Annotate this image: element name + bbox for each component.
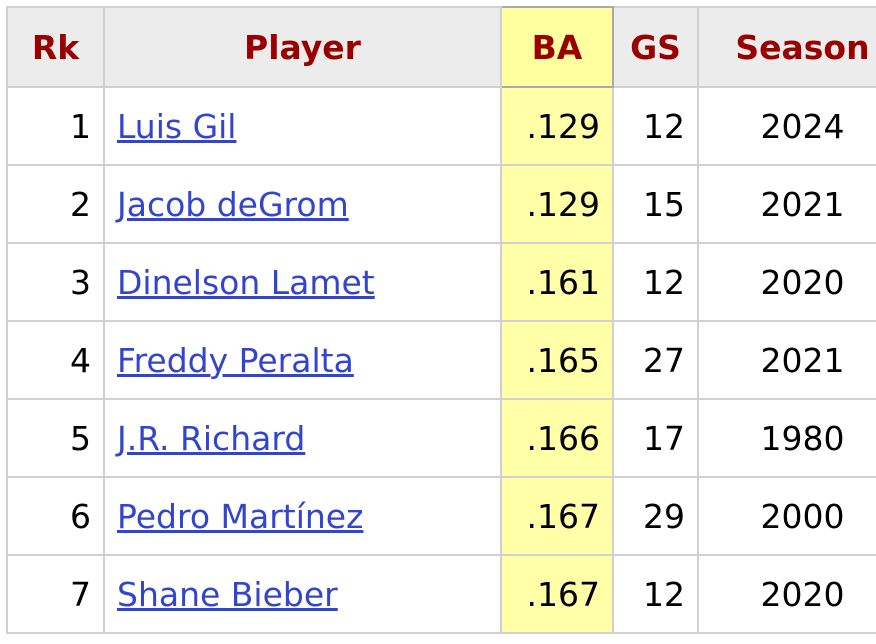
batting-average-cell: .129 (500, 164, 614, 244)
table-row: 3 Dinelson Lamet .161 12 2020 (6, 242, 876, 322)
rank-cell: 1 (6, 86, 105, 166)
season-cell: 2000 (697, 476, 876, 556)
rank-cell: 6 (6, 476, 105, 556)
player-link[interactable]: Pedro Martínez (117, 496, 364, 536)
player-link[interactable]: Luis Gil (117, 106, 237, 146)
player-link[interactable]: J.R. Richard (117, 418, 306, 458)
cell: J.R. Richard (103, 398, 502, 478)
games-started-cell: 17 (612, 398, 699, 478)
rank-cell: 4 (6, 320, 105, 400)
season-cell: 2020 (697, 554, 876, 634)
batting-average-cell: .167 (500, 554, 614, 634)
header-row: Rk Player BA GS Season (6, 6, 876, 88)
season-cell: 2021 (697, 320, 876, 400)
batting-average-cell: .129 (500, 86, 614, 166)
table-row: 5 J.R. Richard .166 17 1980 (6, 398, 876, 478)
column-header: Player (103, 6, 502, 88)
column-header: Rk (6, 6, 105, 88)
column-header: GS (612, 6, 699, 88)
games-started-cell: 27 (612, 320, 699, 400)
cell: Pedro Martínez (103, 476, 502, 556)
player-link[interactable]: Jacob deGrom (117, 184, 349, 224)
table-row: 1 Luis Gil .129 12 2024 (6, 86, 876, 166)
batting-average-cell: .165 (500, 320, 614, 400)
table-row: 2 Jacob deGrom .129 15 2021 (6, 164, 876, 244)
batting-average-cell: .166 (500, 398, 614, 478)
column-header: Season (697, 6, 876, 88)
games-started-cell: 29 (612, 476, 699, 556)
cell: Jacob deGrom (103, 164, 502, 244)
batting-average-cell: .167 (500, 476, 614, 556)
cell: Freddy Peralta (103, 320, 502, 400)
season-cell: 1980 (697, 398, 876, 478)
batting-average-cell: .161 (500, 242, 614, 322)
games-started-cell: 12 (612, 554, 699, 634)
rank-cell: 7 (6, 554, 105, 634)
games-started-cell: 15 (612, 164, 699, 244)
rank-cell: 5 (6, 398, 105, 478)
games-started-cell: 12 (612, 86, 699, 166)
season-cell: 2024 (697, 86, 876, 166)
season-cell: 2021 (697, 164, 876, 244)
games-started-cell: 12 (612, 242, 699, 322)
table-row: 7 Shane Bieber .167 12 2020 (6, 554, 876, 634)
player-link[interactable]: Freddy Peralta (117, 340, 354, 380)
cell: Dinelson Lamet (103, 242, 502, 322)
leaders-table: Rk Player BA GS Season 1 Luis Gil .129 12 2024 2 J… (6, 6, 876, 634)
column-header: BA (500, 6, 614, 88)
player-link[interactable]: Dinelson Lamet (117, 262, 375, 302)
rank-cell: 3 (6, 242, 105, 322)
table-row: 6 Pedro Martínez .167 29 2000 (6, 476, 876, 556)
cell: Shane Bieber (103, 554, 502, 634)
season-cell: 2020 (697, 242, 876, 322)
player-link[interactable]: Shane Bieber (117, 574, 338, 614)
rank-cell: 2 (6, 164, 105, 244)
cell: Luis Gil (103, 86, 502, 166)
table-row: 4 Freddy Peralta .165 27 2021 (6, 320, 876, 400)
